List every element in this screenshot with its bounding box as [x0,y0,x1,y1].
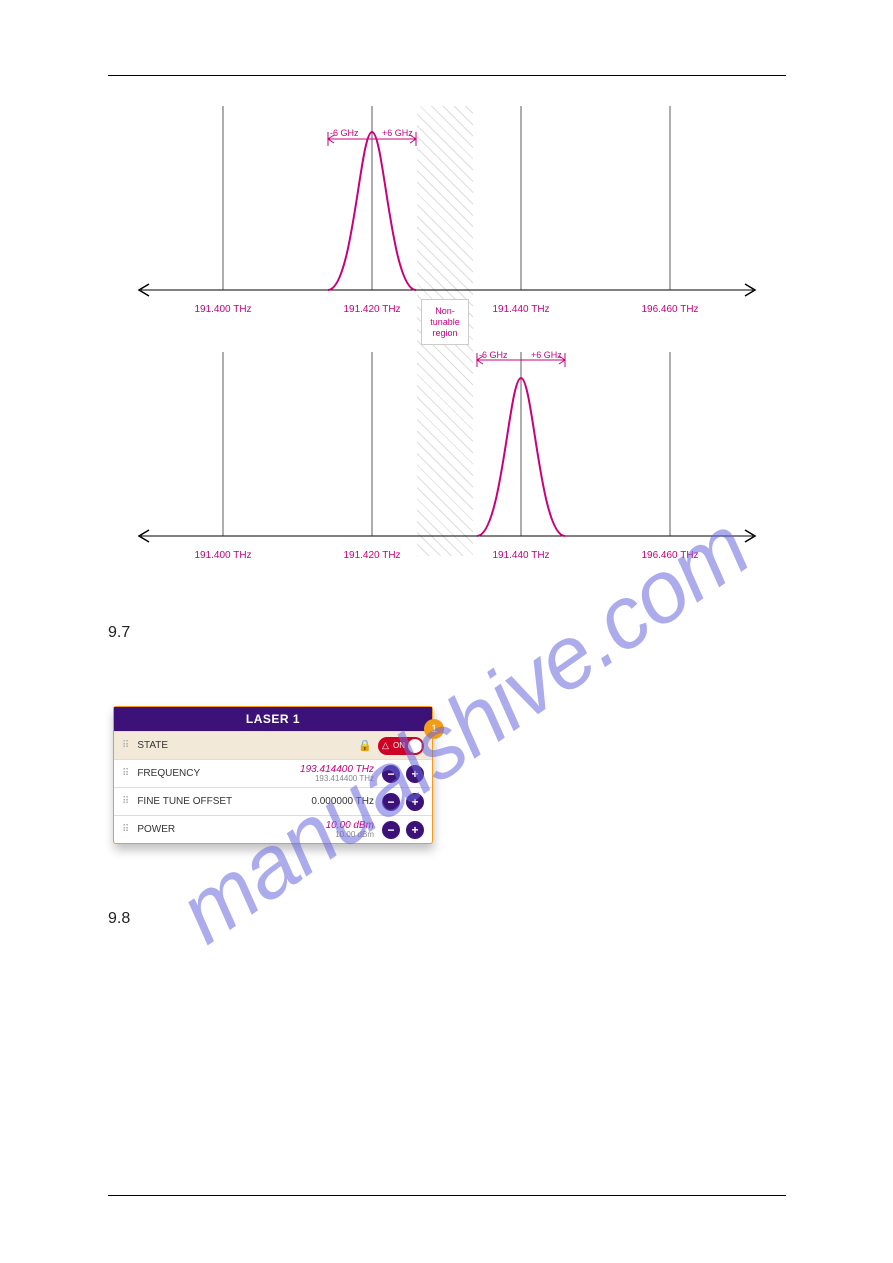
warn-icon: △ [382,740,389,751]
upper-tune-plus: +6 GHz [382,128,413,138]
frequency-plus-button[interactable]: + [406,765,424,783]
row-power: ⠿ POWER 10.00 dBm 10.00 dBm − + [114,815,432,843]
lower-axis-svg [135,346,759,566]
laser-panel: LASER 1 ⠿ STATE 🔒 △ ON ⠿ FREQUENCY 193.4… [113,706,433,844]
frequency-label: FREQUENCY [137,768,247,779]
upper-tick-1: 191.420 THz [343,304,400,315]
finetune-value: 0.000000 THz [311,796,374,807]
state-toggle[interactable]: △ ON [378,737,424,755]
upper-tick-3: 196.460 THz [641,304,698,315]
drag-grip-icon[interactable]: ⠿ [122,740,127,751]
power-readback: 10.00 dBm [247,831,374,839]
bottom-rule [108,1195,786,1196]
lower-tick-3: 196.460 THz [641,550,698,561]
lower-tick-2: 191.440 THz [492,550,549,561]
power-plus-button[interactable]: + [406,821,424,839]
drag-grip-icon[interactable]: ⠿ [122,824,127,835]
section-9-8: 9.8 [108,910,130,928]
lock-icon[interactable]: 🔒 [358,739,372,752]
section-9-7: 9.7 [108,624,130,642]
panel-badge: 1 [424,719,444,739]
lower-tick-1: 191.420 THz [343,550,400,561]
state-label: STATE [137,740,247,751]
panel-title: LASER 1 [114,707,432,731]
finetune-plus-button[interactable]: + [406,793,424,811]
drag-grip-icon[interactable]: ⠿ [122,768,127,779]
row-finetune: ⠿ FINE TUNE OFFSET 0.000000 THz − + [114,787,432,815]
finetune-minus-button[interactable]: − [382,793,400,811]
top-rule [108,75,786,76]
upper-tune-minus: -6 GHz [330,128,359,138]
toggle-knob [408,739,422,753]
frequency-value: 193.414400 THz [247,765,374,775]
row-state: ⠿ STATE 🔒 △ ON [114,731,432,759]
lower-tick-0: 191.400 THz [194,550,251,561]
lower-tune-plus: +6 GHz [531,350,562,360]
power-minus-button[interactable]: − [382,821,400,839]
frequency-readback: 193.414400 THz [247,775,374,783]
frequency-minus-button[interactable]: − [382,765,400,783]
tuning-diagram: Non-tunableregion -6 GHz +6 GHz 191.400 … [135,106,759,586]
toggle-text: ON [393,741,405,750]
upper-axis-svg [135,106,759,326]
upper-tick-2: 191.440 THz [492,304,549,315]
drag-grip-icon[interactable]: ⠿ [122,796,127,807]
upper-tick-0: 191.400 THz [194,304,251,315]
power-label: POWER [137,824,247,835]
finetune-label: FINE TUNE OFFSET [137,796,247,807]
power-value: 10.00 dBm [247,821,374,831]
lower-tune-minus: -6 GHz [479,350,508,360]
row-frequency: ⠿ FREQUENCY 193.414400 THz 193.414400 TH… [114,759,432,787]
